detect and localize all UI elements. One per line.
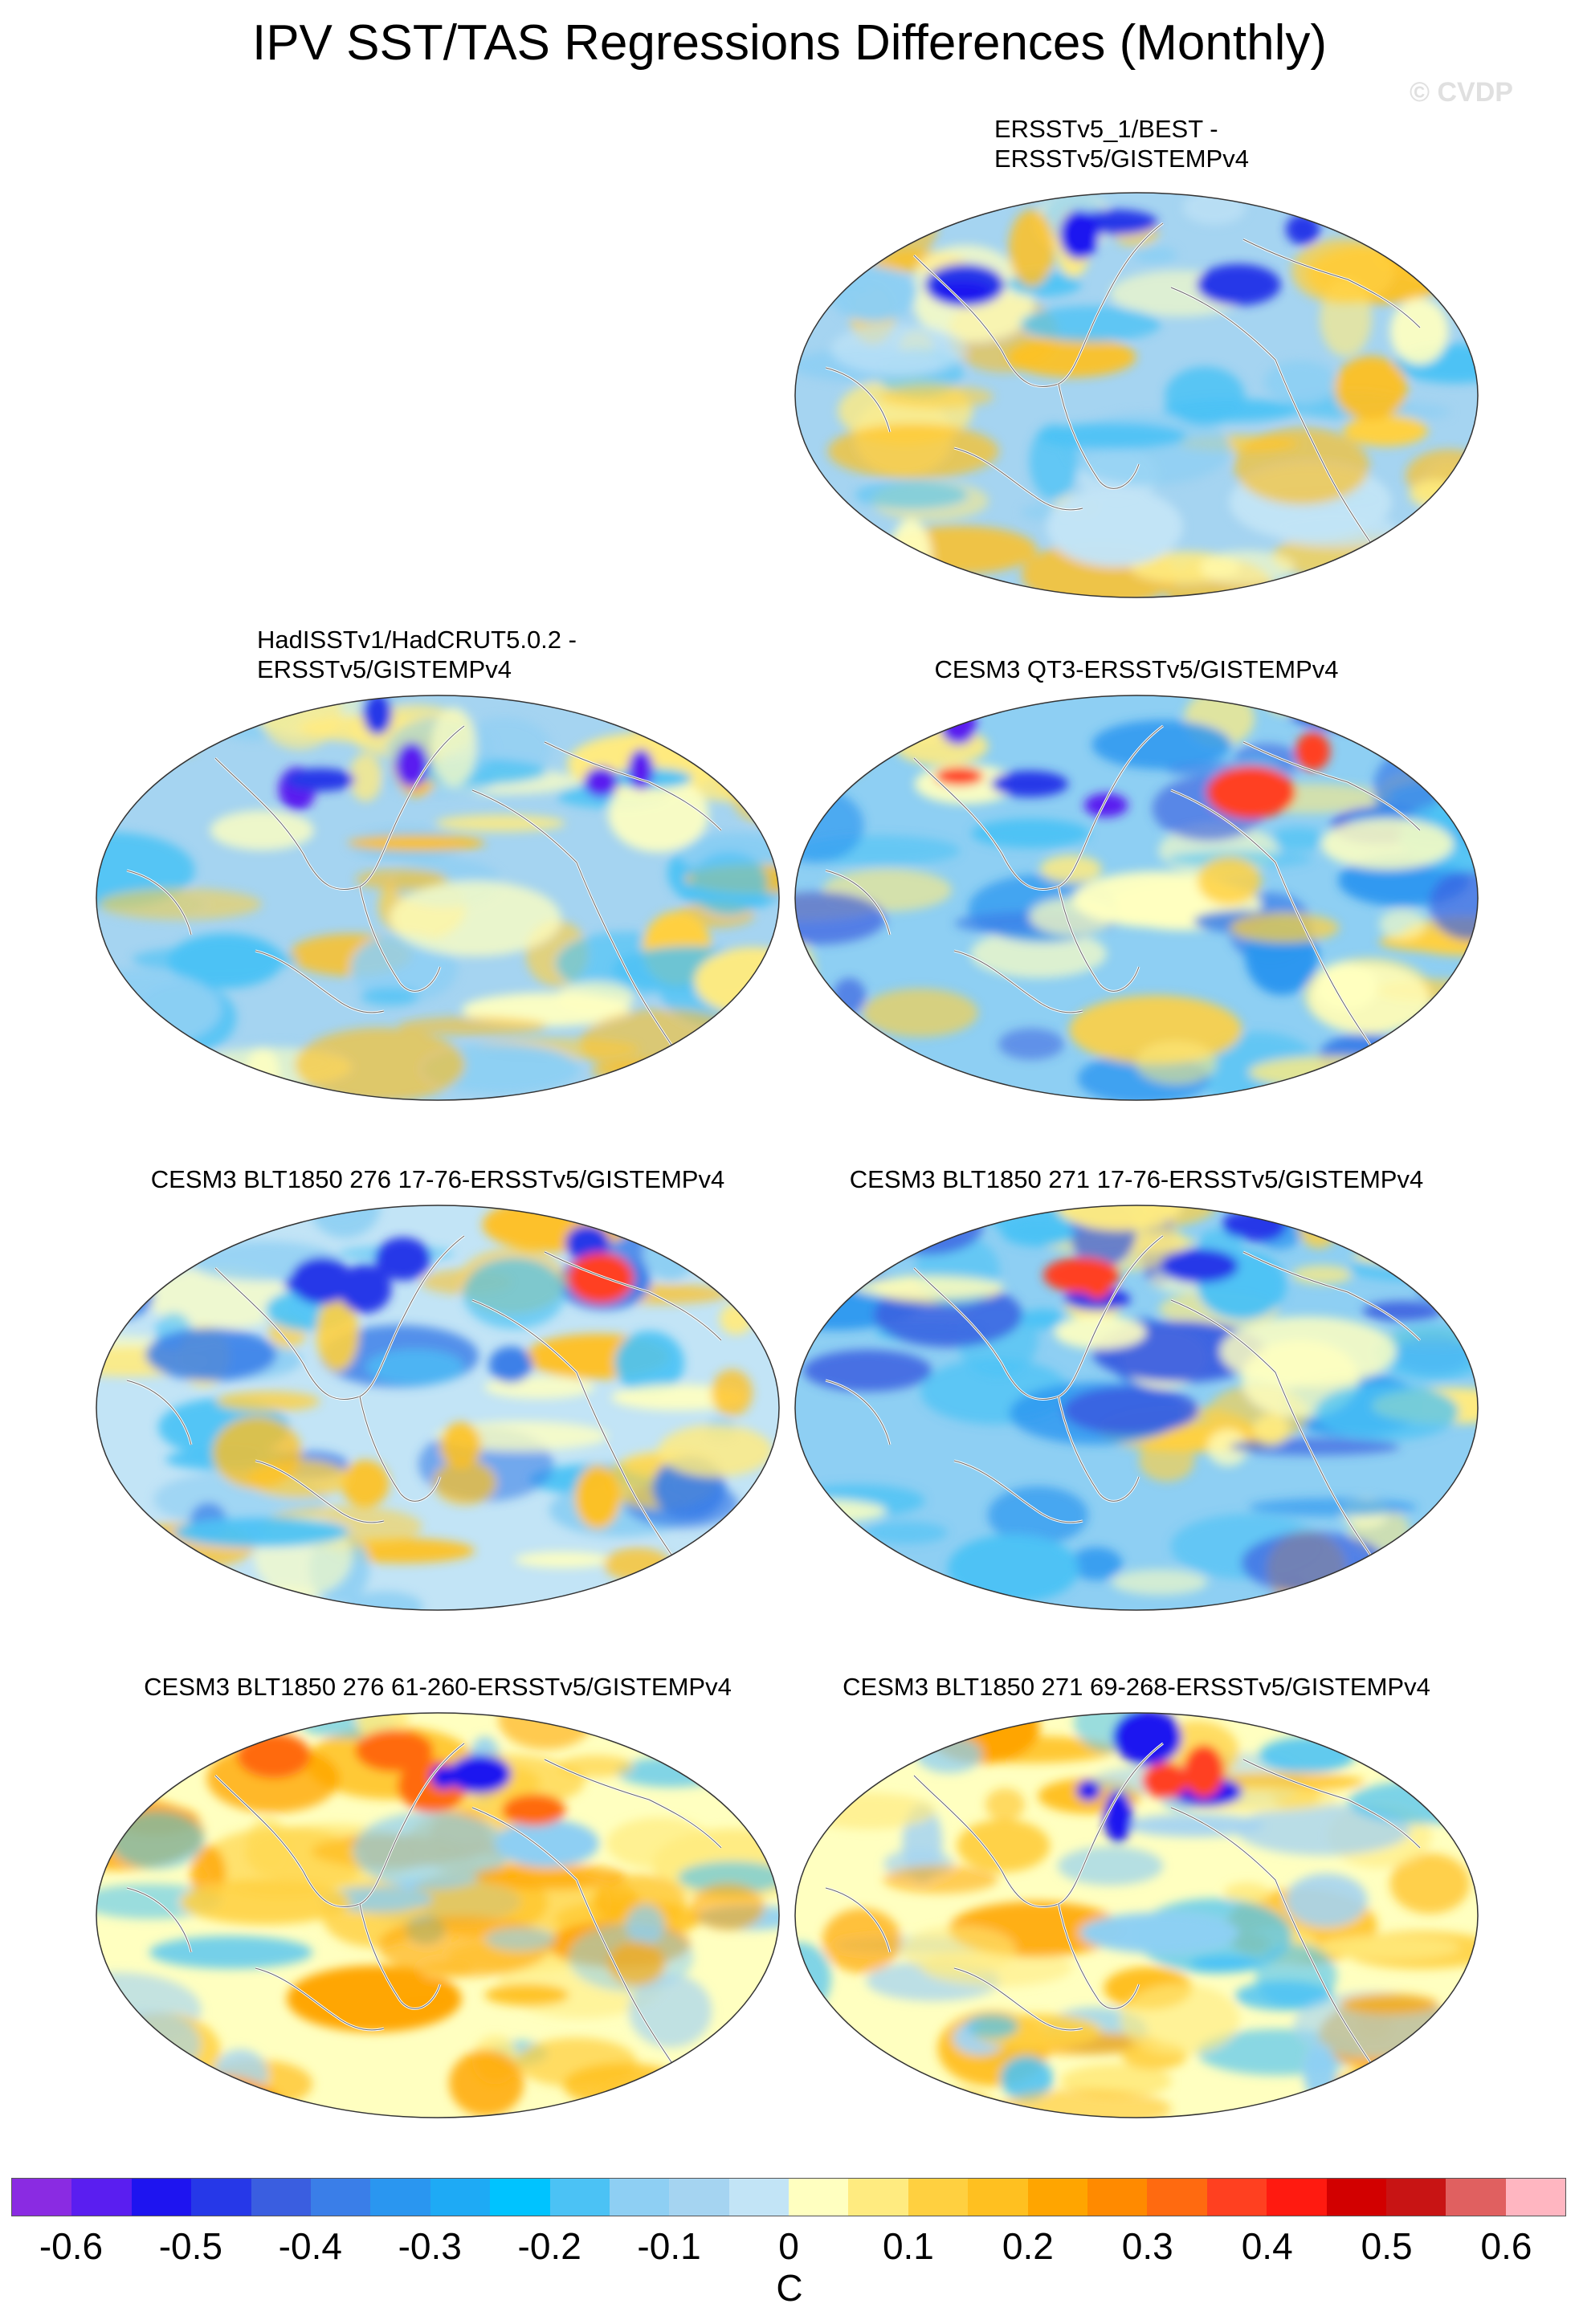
panel-title-line: ERSSTv5/GISTEMPv4: [257, 655, 512, 683]
panel-title: CESM3 BLT1850 276 17-76-ERSSTv5/GISTEMPv…: [36, 1164, 839, 1194]
colorbar-swatch: [1206, 2179, 1267, 2216]
colorbar-tick-label: 0.3: [1121, 2225, 1173, 2267]
panel-title-line: CESM3 BLT1850 271 17-76-ERSSTv5/GISTEMPv…: [849, 1165, 1424, 1193]
panel-title-line: HadISSTv1/HadCRUT5.0.2 -: [257, 626, 577, 654]
colorbar-swatch: [1505, 2179, 1566, 2216]
colorbar-tick-label: -0.4: [278, 2225, 342, 2267]
robinson-map: [794, 192, 1479, 598]
panel-title: ERSSTv5_1/BEST - ERSSTv5/GISTEMPv4: [994, 114, 1249, 173]
sst-field: [96, 1205, 779, 1610]
sst-field: [96, 1713, 779, 2118]
colorbar-swatch: [1385, 2179, 1446, 2216]
map-outline: [96, 695, 780, 1101]
colorbar-tick-label: -0.5: [158, 2225, 223, 2267]
panel-title-line: CESM3 QT3-ERSSTv5/GISTEMPv4: [934, 655, 1339, 683]
colorbar-swatch: [669, 2179, 729, 2216]
panel-title: CESM3 BLT1850 271 69-268-ERSSTv5/GISTEMP…: [735, 1672, 1538, 1702]
robinson-map: [96, 1712, 780, 2118]
figure-title: IPV SST/TAS Regressions Differences (Mon…: [251, 15, 1328, 71]
map-outline: [96, 1712, 780, 2118]
panel-title-line: ERSSTv5_1/BEST -: [994, 115, 1218, 143]
colorbar-swatch: [1027, 2179, 1088, 2216]
colorbar-swatch: [728, 2179, 790, 2216]
colorbar-swatch: [310, 2179, 371, 2216]
colorbar-swatch: [191, 2179, 251, 2216]
robinson-map: [794, 1712, 1479, 2118]
colorbar-swatch: [908, 2179, 969, 2216]
colorbar-swatch: [1087, 2179, 1148, 2216]
colorbar-tick-label: 0: [778, 2225, 799, 2267]
robinson-map: [794, 1205, 1479, 1611]
sst-field: [795, 193, 1478, 597]
panel-title: HadISSTv1/HadCRUT5.0.2 - ERSSTv5/GISTEMPv…: [257, 625, 577, 684]
colorbar-tick-label: 0.2: [1002, 2225, 1054, 2267]
colorbar-tick-label: 0.1: [882, 2225, 934, 2267]
colorbar-swatch: [848, 2179, 908, 2216]
colorbar-swatch: [1147, 2179, 1207, 2216]
colorbar-swatch: [131, 2179, 192, 2216]
sst-field: [795, 695, 1478, 1100]
colorbar-swatch: [1326, 2179, 1386, 2216]
colorbar-swatch: [1267, 2179, 1327, 2216]
colorbar-swatch: [490, 2179, 550, 2216]
colorbar-tick-label: -0.3: [398, 2225, 462, 2267]
panel-title-line: CESM3 BLT1850 276 17-76-ERSSTv5/GISTEMPv…: [150, 1165, 725, 1193]
sst-field: [96, 695, 779, 1100]
colorbar-swatch: [789, 2179, 849, 2216]
colorbar-swatch: [430, 2179, 491, 2216]
robinson-map: [96, 1205, 780, 1611]
colorbar-swatch: [251, 2179, 311, 2216]
panel-title-line: CESM3 BLT1850 271 69-268-ERSSTv5/GISTEMP…: [843, 1673, 1430, 1701]
sst-field: [795, 1205, 1478, 1610]
colorbar-swatch: [549, 2179, 610, 2216]
colorbar-tick-label: -0.1: [637, 2225, 701, 2267]
panel-title: CESM3 BLT1850 271 17-76-ERSSTv5/GISTEMPv…: [735, 1164, 1538, 1194]
map-outline: [794, 192, 1479, 598]
panel-title-line: CESM3 BLT1850 276 61-260-ERSSTv5/GISTEMP…: [144, 1673, 732, 1701]
colorbar-swatch: [1446, 2179, 1506, 2216]
cvdp-watermark: © CVDP: [1410, 77, 1513, 108]
map-outline: [794, 695, 1479, 1101]
colorbar-swatch: [968, 2179, 1028, 2216]
colorbar-units: C: [776, 2267, 803, 2309]
colorbar-tick-label: -0.2: [517, 2225, 581, 2267]
map-outline: [794, 1205, 1479, 1611]
map-outline: [794, 1712, 1479, 2118]
colorbar-swatch: [71, 2179, 132, 2216]
colorbar-tick-label: 0.6: [1480, 2225, 1532, 2267]
colorbar-tick-label: -0.6: [39, 2225, 104, 2267]
map-outline: [96, 1205, 780, 1611]
robinson-map: [96, 695, 780, 1101]
panel-title: CESM3 BLT1850 276 61-260-ERSSTv5/GISTEMP…: [36, 1672, 839, 1702]
robinson-map: [794, 695, 1479, 1101]
panel-title: CESM3 QT3-ERSSTv5/GISTEMPv4: [735, 654, 1538, 684]
colorbar-swatch: [12, 2179, 72, 2216]
colorbar-swatch: [370, 2179, 430, 2216]
colorbar: [11, 2178, 1566, 2216]
colorbar-tick-label: 0.5: [1361, 2225, 1413, 2267]
colorbar-tick-label: 0.4: [1241, 2225, 1293, 2267]
colorbar-swatch: [609, 2179, 670, 2216]
sst-field: [795, 1713, 1478, 2118]
panel-title-line: ERSSTv5/GISTEMPv4: [994, 145, 1249, 173]
